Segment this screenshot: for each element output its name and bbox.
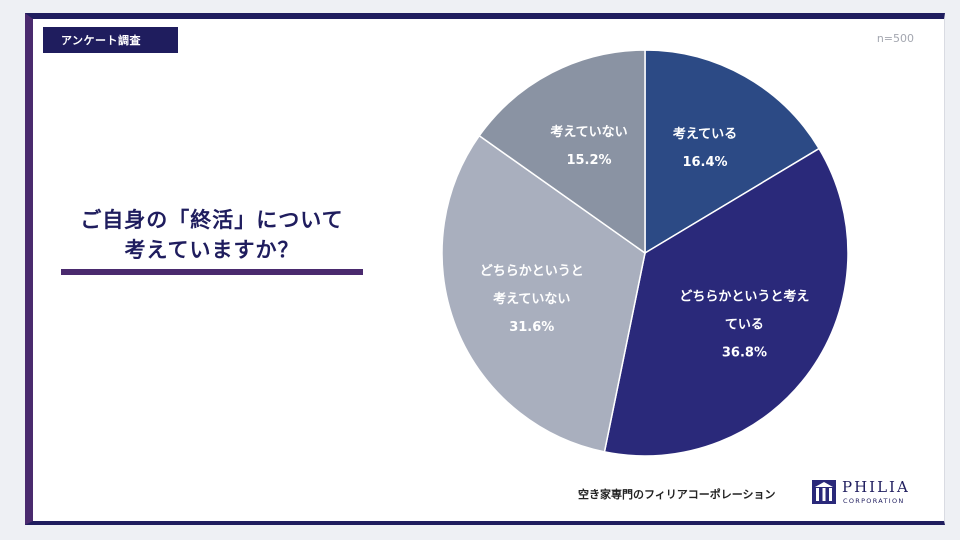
slice-category-label: 考えている [673,126,737,142]
pie-slice [603,147,849,457]
slice-value-label: 36.8% [722,345,767,360]
company-logo: PHILIA CORPORATION [812,478,924,509]
slice-category-label: ている [725,317,764,332]
logo-sub: CORPORATION [843,497,905,505]
pie-slice [441,134,646,453]
slice-value-label: 15.2% [566,153,611,168]
slice-category-label: 考えていない [550,124,627,140]
question-line-2: 考えていますか？ [124,238,300,262]
slice-value-label: 31.6% [509,320,554,335]
slice-category-label: どちらかというと [480,264,584,279]
survey-tag: アンケート調査 [43,27,178,53]
slice-category-label: どちらかというと考え [679,288,809,304]
pie-chart: 考えている16.4%どちらかというと考えている36.8%どちらかというと考えてい… [441,49,849,457]
slice-category-label: 考えていない [493,291,570,307]
logo-building-icon [812,480,836,504]
pie-slice [478,49,646,255]
question-title: ご自身の「終活」について 考えていますか？ [62,205,362,265]
question-underline [61,269,363,275]
logo-name: PHILIA [842,478,910,496]
pie-slice [644,49,821,255]
question-line-1: ご自身の「終活」について [80,208,344,232]
slice-value-label: 16.4% [682,155,727,170]
sample-size-label: n=500 [876,32,914,45]
company-name: 空き家専門のフィリアコーポレーション [578,488,776,501]
